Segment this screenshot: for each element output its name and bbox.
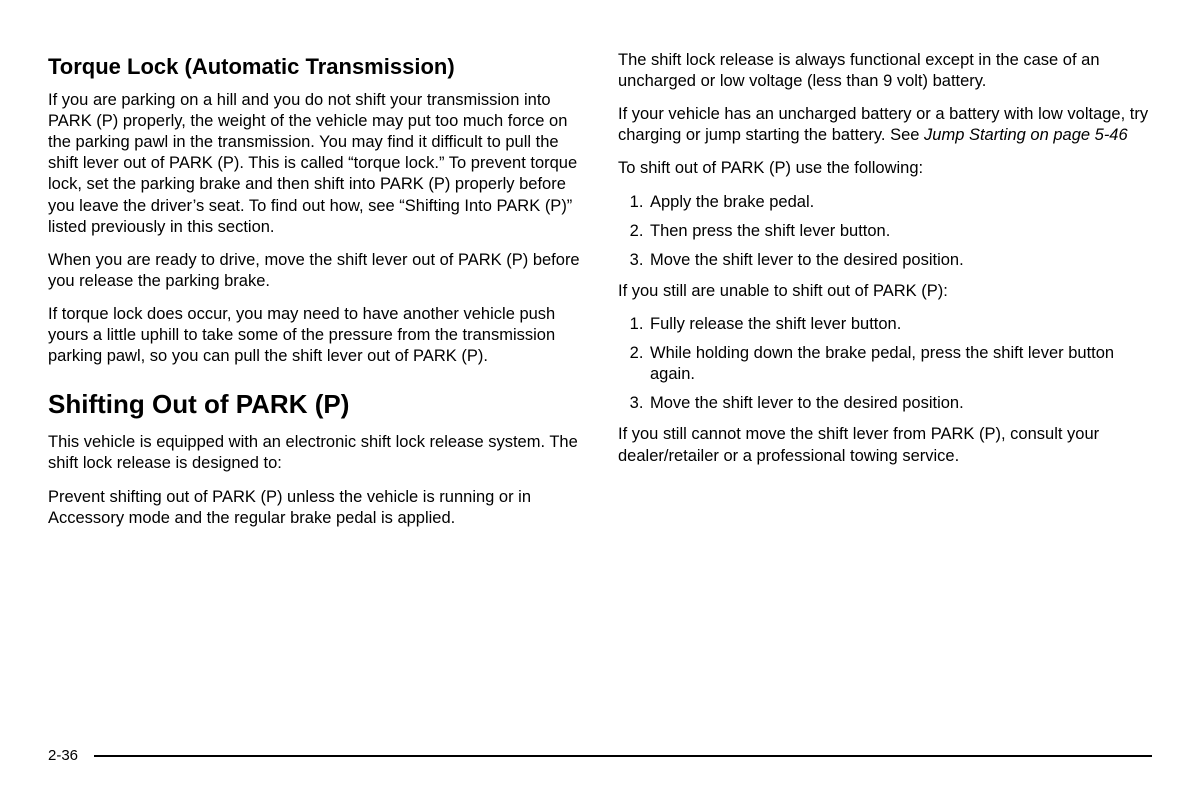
list-item: Then press the shift lever button.: [648, 221, 1152, 242]
paragraph: If you are parking on a hill and you do …: [48, 90, 582, 238]
heading-shifting-out: Shifting Out of PARK (P): [48, 389, 582, 420]
paragraph: If torque lock does occur, you may need …: [48, 304, 582, 367]
page-number: 2-36: [48, 747, 78, 764]
paragraph: The shift lock release is always functio…: [618, 50, 1152, 92]
heading-torque-lock: Torque Lock (Automatic Transmission): [48, 54, 582, 80]
footer-line: 2-36: [48, 747, 1152, 764]
list-item: Move the shift lever to the desired posi…: [648, 393, 1152, 414]
paragraph: If your vehicle has an uncharged battery…: [618, 104, 1152, 146]
paragraph: Prevent shifting out of PARK (P) unless …: [48, 487, 582, 529]
paragraph: When you are ready to drive, move the sh…: [48, 250, 582, 292]
footer-rule: [94, 755, 1152, 757]
paragraph: If you still cannot move the shift lever…: [618, 424, 1152, 466]
list-item: Move the shift lever to the desired posi…: [648, 250, 1152, 271]
paragraph: To shift out of PARK (P) use the followi…: [618, 158, 1152, 179]
page-footer: 2-36: [48, 747, 1152, 764]
list-item: Apply the brake pedal.: [648, 192, 1152, 213]
right-column: The shift lock release is always functio…: [618, 50, 1152, 541]
cross-reference: Jump Starting on page 5-46: [924, 126, 1128, 144]
ordered-list-unable-shift: Fully release the shift lever button. Wh…: [618, 314, 1152, 414]
left-column: Torque Lock (Automatic Transmission) If …: [48, 50, 582, 541]
paragraph: If you still are unable to shift out of …: [618, 281, 1152, 302]
list-item: Fully release the shift lever button.: [648, 314, 1152, 335]
paragraph: This vehicle is equipped with an electro…: [48, 432, 582, 474]
two-column-layout: Torque Lock (Automatic Transmission) If …: [48, 50, 1152, 541]
ordered-list-shift-out: Apply the brake pedal. Then press the sh…: [618, 192, 1152, 271]
list-item: While holding down the brake pedal, pres…: [648, 343, 1152, 385]
